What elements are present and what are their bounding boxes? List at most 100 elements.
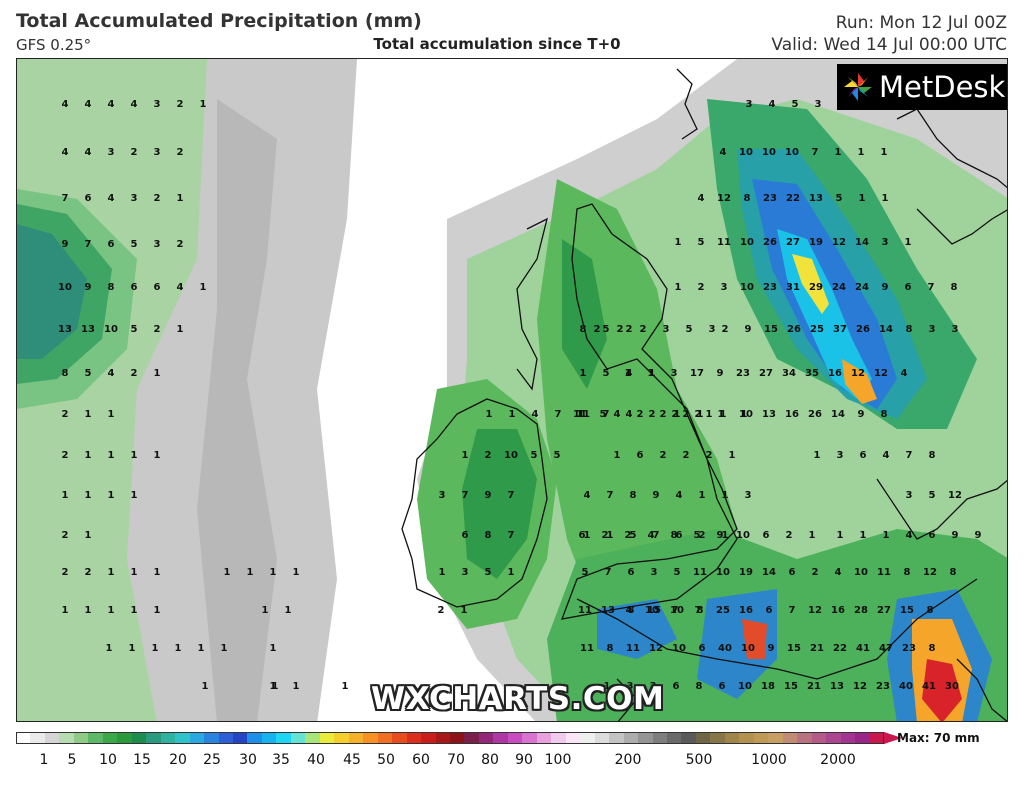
precip-value: 1 [130,450,138,461]
precip-value: 2 [153,324,161,335]
precip-value: 1 [858,193,866,204]
precip-value: 12 [874,368,888,379]
precip-value: 3 [744,490,752,501]
precip-value: 7 [604,567,612,578]
precip-value: 4 [613,409,621,420]
precip-value: 8 [950,282,958,293]
scale-segment [233,732,249,744]
precip-value: 8 [61,368,69,379]
scale-segment [507,732,523,744]
precip-value: 3 [720,282,728,293]
scale-border [16,732,884,744]
scale-tick-label: 100 [544,752,572,768]
precip-value: 1 [61,605,69,616]
precip-value: 2 [721,324,729,335]
scale-tick-label: 1000 [751,752,787,768]
precip-value: 1 [341,681,349,692]
precip-value: 4 [61,99,69,110]
precip-value: 1 [84,605,92,616]
precip-value: 8 [107,282,115,293]
scale-segment [623,732,639,744]
precip-value: 3 [107,147,115,158]
scale-segment [189,732,205,744]
scale-segment [594,732,610,744]
precip-value: 26 [856,324,870,335]
precip-value: 2 [176,239,184,250]
precip-value: 1 [153,368,161,379]
precip-value: 6 [636,450,644,461]
precip-value: 10 [854,567,868,578]
precip-value: 14 [831,409,845,420]
precip-value: 8 [606,643,614,654]
precip-value: 25 [810,324,824,335]
precip-value: 28 [854,605,868,616]
precip-value: 37 [833,324,847,335]
precip-value: 5 [553,450,561,461]
precip-value: 8 [627,605,635,616]
precip-value: 1 [624,368,632,379]
scale-tick-label: 15 [133,752,151,768]
precip-value: 15 [647,605,661,616]
precip-value: 13 [762,409,776,420]
precip-value: 3 [905,490,913,501]
precip-value: 2 [697,282,705,293]
precip-value: 6 [928,530,936,541]
precip-value: 23 [763,282,777,293]
precip-value: 1 [201,681,209,692]
precip-value: 8 [484,530,492,541]
scale-segment [131,732,147,744]
precip-value: 10 [504,450,518,461]
precip-value: 8 [696,605,704,616]
precip-value: 23 [763,193,777,204]
precip-value: 7 [61,193,69,204]
scale-segment [392,732,408,744]
precip-value: 3 [836,450,844,461]
precip-value: 11 [877,567,891,578]
precip-value: 4 [719,147,727,158]
scale-segment [826,732,842,744]
precip-value: 4 [107,193,115,204]
precip-value: 10 [762,147,776,158]
color-scale: Max: 70 mm 1 5 10 15 20 25 30 35 40 45 50 60 70 80 90 1… [16,731,1006,782]
precip-value: 11 [626,643,640,654]
precip-value: 1 [153,450,161,461]
precip-value: 19 [809,237,823,248]
scale-segment [797,732,813,744]
precip-value: 9 [767,643,775,654]
precip-value: 1 [698,490,706,501]
precip-value: 1 [151,643,159,654]
precip-value: 1 [107,490,115,501]
precip-value: 2 [659,450,667,461]
precip-value: 4 [697,193,705,204]
precip-value: 9 [857,409,865,420]
precip-value: 1 [261,605,269,616]
scale-segment [855,732,871,744]
scale-tick-label: 50 [377,752,395,768]
scale-segment [478,732,494,744]
scale-tick-label: 90 [515,752,533,768]
precip-value: 1 [880,147,888,158]
scale-segment [377,732,393,744]
precip-value: 6 [627,567,635,578]
precip-value: 1 [107,567,115,578]
precip-value: 12 [649,643,663,654]
precip-value: 13 [81,324,95,335]
scale-segment [247,732,263,744]
precip-value: 27 [786,237,800,248]
precip-value: 5 [599,409,607,420]
precip-value: 26 [787,324,801,335]
precip-value: 7 [788,605,796,616]
precip-value: 5 [673,567,681,578]
scale-segment [146,732,162,744]
precip-value: 35 [805,368,819,379]
precip-value: 4 [583,490,591,501]
scale-tick-label: 500 [685,752,713,768]
scale-max-label: Max: 70 mm [897,731,980,745]
precip-value: 1 [176,324,184,335]
precip-value: 23 [902,643,916,654]
precip-value: 21 [807,681,821,692]
precip-value: 40 [899,681,913,692]
precip-value: 5 [130,324,138,335]
precip-value: 14 [879,324,893,335]
precip-value: 16 [828,368,842,379]
